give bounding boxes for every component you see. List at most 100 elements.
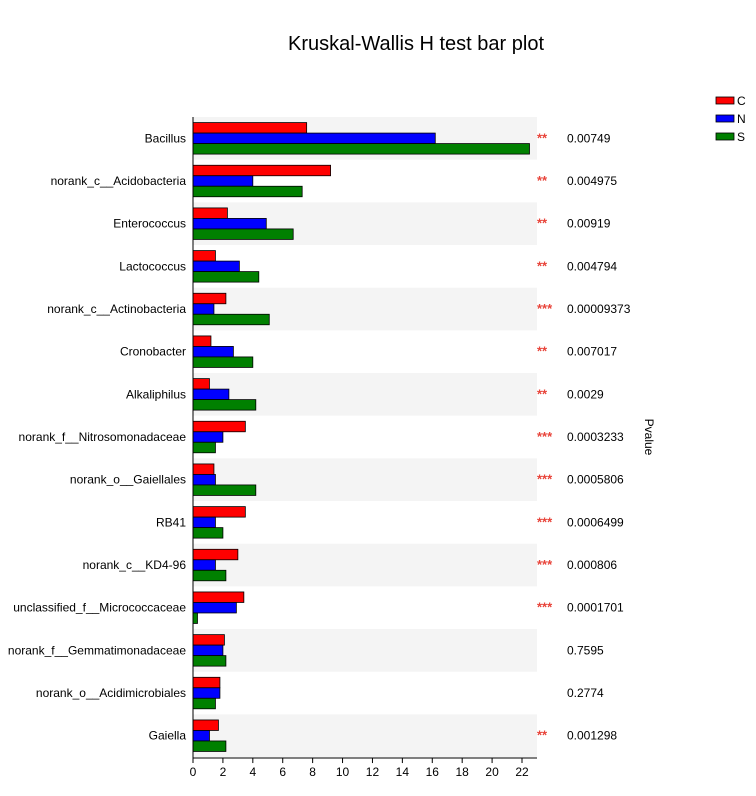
pvalue-text: 0.0029 [567,387,604,401]
bar-N [192,260,240,272]
significance-stars: *** [537,600,553,615]
x-tick-label: 6 [279,765,286,779]
significance-stars: ** [537,130,548,145]
bar-N [192,730,210,742]
pvalue-text: 0.0003233 [567,430,624,444]
x-tick-label: 0 [190,765,197,779]
pvalue-text: 0.7595 [567,643,604,657]
bar-S [192,313,270,326]
bar-S [192,143,530,155]
x-tick-label: 8 [309,765,316,779]
significance-stars: ** [537,728,548,743]
bars-layer [192,122,530,752]
bar-S [192,655,227,667]
pvalue-axis-label: Pvalue [642,419,656,456]
row-shading [193,714,537,758]
bar-C [192,122,308,134]
bar-C [192,506,246,518]
category-label: Lactococcus [119,259,186,273]
significance-stars: ** [537,173,548,188]
bar-N [192,132,436,144]
significance-stars: ** [537,258,548,273]
bar-N [192,474,216,486]
bar-N [192,303,215,315]
category-label: Bacillus [145,131,186,145]
pvalue-text: 0.000806 [567,558,617,572]
bar-C [192,164,331,177]
legend-label-S: S [737,130,745,144]
bar-S [192,612,198,624]
category-label: Enterococcus [113,217,186,231]
row-shading [193,543,537,587]
bar-C [192,335,212,347]
category-labels-layer: Bacillus norank_c__Acidobacteria Enterococ… [8,131,186,742]
legend-swatch-S [715,132,735,141]
x-tick-label: 12 [366,765,380,779]
category-label: Cronobacter [120,345,186,359]
bar-S [192,484,257,496]
category-label: norank_c__Actinobacteria [47,302,186,316]
bar-N [192,388,230,401]
x-tick-label: 4 [249,765,256,779]
bar-S [192,569,227,582]
pvalue-text: 0.00749 [567,131,611,145]
x-tick-label: 20 [485,765,499,779]
legend-label-C: C [737,94,746,108]
pvalue-text: 0.00009373 [567,302,631,316]
bar-S [192,740,227,752]
bar-C [192,463,215,475]
significance-stars: ** [537,216,548,231]
bar-C [192,634,225,646]
chart-title: Kruskal-Wallis H test bar plot [288,33,544,55]
bar-S [192,399,257,411]
pvalue-text: 0.004794 [567,259,617,273]
bar-S [192,356,254,368]
category-label: norank_c__Acidobacteria [51,174,187,188]
pvalue-text: 0.0001701 [567,601,624,615]
bar-N [192,346,234,358]
significance-stars: *** [537,557,553,572]
pvalue-text: 0.00919 [567,217,611,231]
x-tick-label: 18 [456,765,470,779]
x-tick-label: 22 [515,765,529,779]
bar-C [192,676,221,689]
significance-stars: *** [537,429,553,444]
legend-swatch-N [715,114,735,123]
pvalue-text: 0.2774 [567,686,604,700]
significance-stars: ** [537,386,548,401]
x-tick-label: 2 [220,765,227,779]
pvalue-text: 0.007017 [567,345,617,359]
bar-S [192,271,260,283]
category-label: norank_f__Nitrosomonadaceae [19,430,187,444]
bar-C [192,591,245,603]
category-label: norank_f__Gemmatimonadaceae [8,643,186,657]
bar-C [192,420,246,433]
bar-N [192,559,216,571]
legend: CNS [715,94,746,144]
x-tick-label: 10 [336,765,350,779]
pvalue-text: 0.0005806 [567,473,624,487]
bar-S [192,441,216,454]
x-tick-label: 14 [396,765,410,779]
significance-stars: ** [537,344,548,359]
x-tick-label: 16 [426,765,440,779]
bar-N [192,687,221,699]
bar-N [192,644,224,657]
bar-C [192,719,219,731]
bar-N [192,175,254,187]
bar-C [192,378,210,390]
legend-swatch-C [715,96,735,105]
category-label: RB41 [156,515,186,529]
bar-C [192,292,227,305]
bar-N [192,218,267,230]
bar-N [192,602,237,614]
significance-stars: *** [537,472,553,487]
bar-C [192,548,239,561]
legend-label-N: N [737,112,746,126]
row-shading-layer [193,117,537,758]
bar-S [192,185,303,198]
bar-N [192,516,216,529]
pvalue-text: 0.004975 [567,174,617,188]
x-axis: 0 2 4 6 8 10 12 14 16 18 20 22 [190,117,537,779]
